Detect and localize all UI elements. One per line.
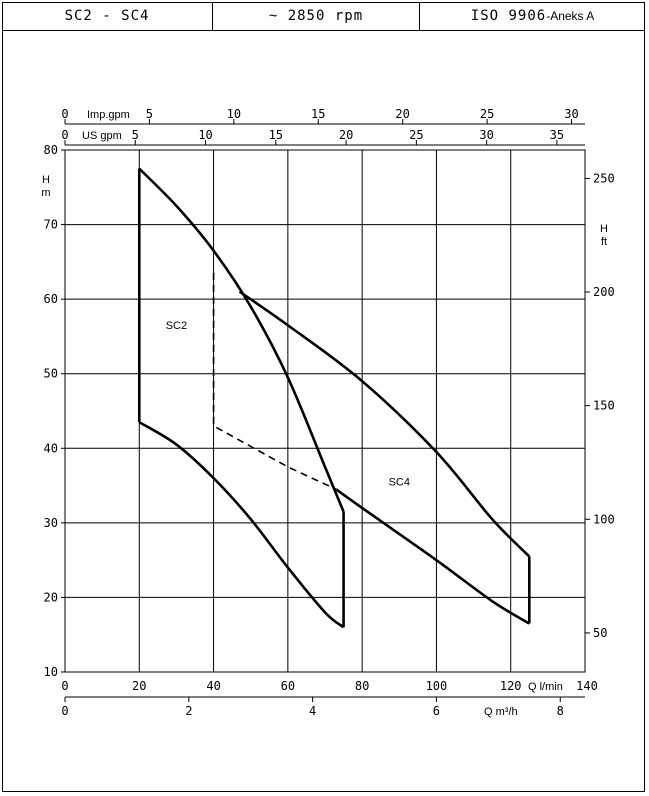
x-top-us-tick-label: 0 — [61, 128, 68, 142]
y-left-tick-label: 10 — [44, 665, 58, 679]
y-right-tick-label: 250 — [593, 171, 615, 185]
x-top-imp-axis-label: Imp.gpm — [87, 109, 130, 121]
y-right-axis-label: H — [600, 223, 608, 235]
header-bar: SC2 - SC4 ~ 2850 rpm ISO 9906 -Aneks A — [2, 2, 645, 31]
grid-lines — [65, 150, 585, 672]
x-top-imp-tick-label: 30 — [564, 107, 578, 121]
series-label-sc2: SC2 — [166, 320, 187, 332]
header-standard: ISO 9906 -Aneks A — [419, 2, 645, 30]
x-top-us-tick-label: 35 — [550, 128, 564, 142]
y-left-axis-unit: m — [41, 187, 50, 199]
x-bottom-axis-label: Q l/min — [528, 681, 563, 693]
x-bottom-tick-label: 80 — [355, 679, 369, 693]
annex-text: -Aneks A — [546, 9, 595, 23]
x-top-imp-tick-label: 0 — [61, 107, 68, 121]
series-sc2 — [137, 167, 345, 629]
x-bottom2-tick-label: 6 — [433, 704, 440, 718]
x-top-us-tick-label: 25 — [409, 128, 423, 142]
x-top-us-tick-label: 30 — [479, 128, 493, 142]
x-bottom2-tick-label: 2 — [185, 704, 192, 718]
x-top-us-tick-label: 15 — [269, 128, 283, 142]
x-bottom-tick-label: 120 — [500, 679, 522, 693]
speed-text: ~ 2850 rpm — [268, 8, 364, 24]
y-right-tick-label: 150 — [593, 399, 615, 413]
x-bottom2-axis-label: Q m³/h — [484, 706, 518, 718]
series-sc4-max-curve — [238, 290, 531, 558]
series-sc2-min-curve — [138, 421, 345, 629]
y-left-tick-label: 80 — [44, 143, 58, 157]
y-left-tick-label: 50 — [44, 367, 58, 381]
x-bottom2-tick-label: 4 — [309, 704, 316, 718]
y-left-tick-label: 70 — [44, 218, 58, 232]
x-bottom2-tick-label: 0 — [61, 704, 68, 718]
series-region-dashed-boundary — [212, 273, 337, 491]
header-models: SC2 - SC4 — [2, 2, 212, 30]
series-label-sc4: SC4 — [389, 477, 410, 489]
header-speed: ~ 2850 rpm — [212, 2, 419, 30]
standard-text: ISO 9906 — [470, 8, 547, 24]
x-top-imp-tick-label: 25 — [480, 107, 494, 121]
x-top-imp-tick-label: 10 — [227, 107, 241, 121]
x-top-imp-tick-label: 5 — [146, 107, 153, 121]
x-bottom-tick-label: 100 — [426, 679, 448, 693]
x-bottom-tick-label: 20 — [132, 679, 146, 693]
y-right-tick-label: 200 — [593, 285, 615, 299]
x-top-us-tick-label: 5 — [132, 128, 139, 142]
y-right-axis-unit: ft — [601, 236, 607, 248]
x-bottom-tick-label: 140 — [576, 679, 598, 693]
y-left-tick-label: 60 — [44, 292, 58, 306]
y-right-tick-label: 100 — [593, 512, 615, 526]
series-sc2-max-curve — [138, 167, 345, 513]
x-bottom-tick-label: 60 — [281, 679, 295, 693]
x-top-us-tick-label: 20 — [339, 128, 353, 142]
y-left-axis-label: H — [42, 174, 50, 186]
series-sc4-min-curve — [335, 488, 530, 625]
x-top-imp-tick-label: 15 — [311, 107, 325, 121]
models-text: SC2 - SC4 — [64, 8, 150, 24]
x-top-us-tick-label: 10 — [198, 128, 212, 142]
x-top-us-axis-label: US gpm — [82, 130, 122, 142]
y-right-tick-label: 50 — [593, 626, 607, 640]
series-sc4 — [238, 290, 531, 625]
x-bottom-tick-label: 0 — [61, 679, 68, 693]
x-top-imp-tick-label: 20 — [395, 107, 409, 121]
y-left-tick-label: 30 — [44, 516, 58, 530]
x-bottom-tick-label: 40 — [206, 679, 220, 693]
x-bottom2-tick-label: 8 — [557, 704, 564, 718]
y-left-tick-label: 40 — [44, 441, 58, 455]
plot-frame — [64, 149, 586, 673]
y-left-tick-label: 20 — [44, 590, 58, 604]
series-region — [212, 273, 337, 491]
